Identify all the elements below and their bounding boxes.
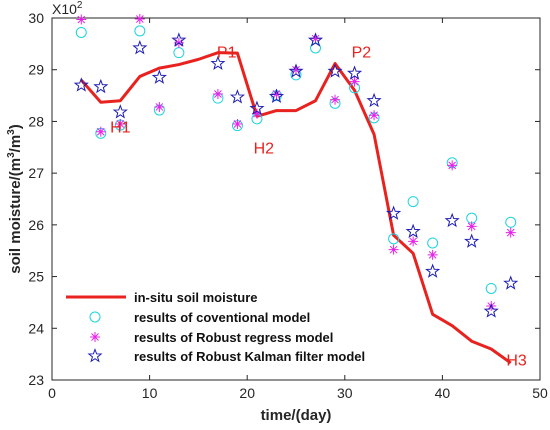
series-1-point [485, 282, 497, 294]
x-axis-label: time/(day) [261, 407, 332, 424]
legend-box [57, 284, 377, 372]
series-3-point [249, 100, 265, 115]
y-axis-label: soil moisture/(m3/m3) [6, 124, 24, 274]
series-3-point [307, 32, 324, 47]
series-2-point [447, 160, 458, 171]
series-2-point [115, 119, 126, 130]
y-axis-label-main: soil moisture/(m [7, 158, 24, 274]
legend-entry-label: results of coventional model [134, 310, 310, 325]
y-tick-label: 28 [28, 113, 44, 129]
series-2-point [505, 227, 516, 238]
series-1-point [134, 25, 146, 37]
series-3-point [112, 104, 128, 119]
y-axis-label-sup2: 3 [6, 129, 17, 135]
legend-marker-symbol [87, 348, 103, 363]
in-situ-soil-moisture-line [80, 51, 512, 365]
y-axis-label-end: ) [7, 124, 24, 129]
x-tick-label: 50 [532, 385, 548, 401]
series-2-point [212, 89, 223, 100]
series-3-point [132, 40, 148, 55]
series-3-point [229, 89, 245, 104]
series-3-point [386, 205, 402, 220]
x-tick-label: 20 [239, 385, 255, 401]
series-2-point [408, 236, 419, 247]
legend-entry-label: results of Robust regress model [134, 330, 333, 345]
x-tick-label: 0 [48, 385, 56, 401]
y-tick-label: 27 [28, 165, 44, 181]
x-tick-label: 40 [435, 385, 451, 401]
legend-entry-label: results of Robust Kalman filter model [134, 349, 365, 364]
ticks-layer: 0 10 20 30 40 50 23 24 25 26 27 28 29 30 [28, 10, 548, 401]
y-tick-label: 23 [28, 372, 44, 388]
series-2-point [95, 126, 106, 137]
series-3-point [483, 303, 499, 318]
series-3-point [503, 275, 519, 290]
series-2-point [330, 94, 341, 105]
y-tick-label: 25 [28, 269, 44, 285]
series-2-point [466, 221, 477, 232]
annotation-label: P2 [352, 45, 372, 62]
series-3-point [210, 55, 226, 70]
y-exponent-base: X10 [52, 1, 77, 17]
series-3-point [444, 212, 460, 228]
series-3-point [73, 77, 89, 92]
series-2-point [349, 76, 360, 87]
series-1-point [427, 237, 439, 249]
y-axis-label-mid: /m [7, 135, 24, 153]
series-2-point [291, 64, 301, 75]
series-3-point [405, 223, 421, 239]
series-3-point [171, 32, 187, 47]
y-exponent-label: X102 [52, 0, 83, 17]
series-3-point [151, 69, 167, 84]
series-2-point [232, 119, 243, 130]
y-tick-label: 30 [28, 10, 44, 26]
annotations-layer: H1 P1 H2 P2 H3 [110, 45, 527, 370]
annotation-label: H1 [110, 120, 131, 137]
series-3-point [93, 78, 109, 94]
x-tick-label: 10 [142, 385, 158, 401]
series-2-point [154, 101, 165, 112]
annotation-label: H2 [254, 140, 275, 157]
series-1-point [505, 216, 517, 228]
series-2-point [251, 108, 262, 119]
series-3-point [347, 65, 363, 80]
series-3-point [425, 263, 441, 278]
y-tick-label: 26 [28, 217, 44, 233]
series-2-point [388, 244, 399, 255]
y-exponent-power: 2 [77, 0, 83, 11]
y-axis-label-sup: 3 [6, 152, 17, 158]
legend-marker-symbol [89, 311, 101, 323]
series-3-point [464, 233, 480, 248]
series-1-point [388, 233, 400, 245]
series-2-point [271, 89, 282, 100]
y-tick-label: 29 [28, 62, 44, 78]
series-3-point [268, 88, 285, 104]
series-2-point [76, 14, 87, 25]
legend-marker-symbol [90, 332, 100, 342]
legend-entry-label: in-situ soil moisture [134, 290, 258, 305]
series-2-point [427, 249, 438, 260]
annotation-label: P1 [217, 45, 237, 62]
annotation-label: H3 [506, 352, 527, 369]
y-tick-label: 24 [28, 320, 44, 336]
series-2-point [310, 33, 321, 44]
series-3-point [366, 92, 382, 108]
series-2-point [369, 110, 380, 121]
series-3-point [288, 63, 304, 78]
series-layer [73, 14, 519, 365]
legend: in-situ soil moisture results of coventio… [57, 284, 377, 372]
series-3-point [327, 63, 343, 78]
series-1-point [75, 26, 87, 38]
series-1-point [407, 196, 419, 208]
series-2-point [134, 14, 145, 25]
x-tick-label: 30 [337, 385, 353, 401]
